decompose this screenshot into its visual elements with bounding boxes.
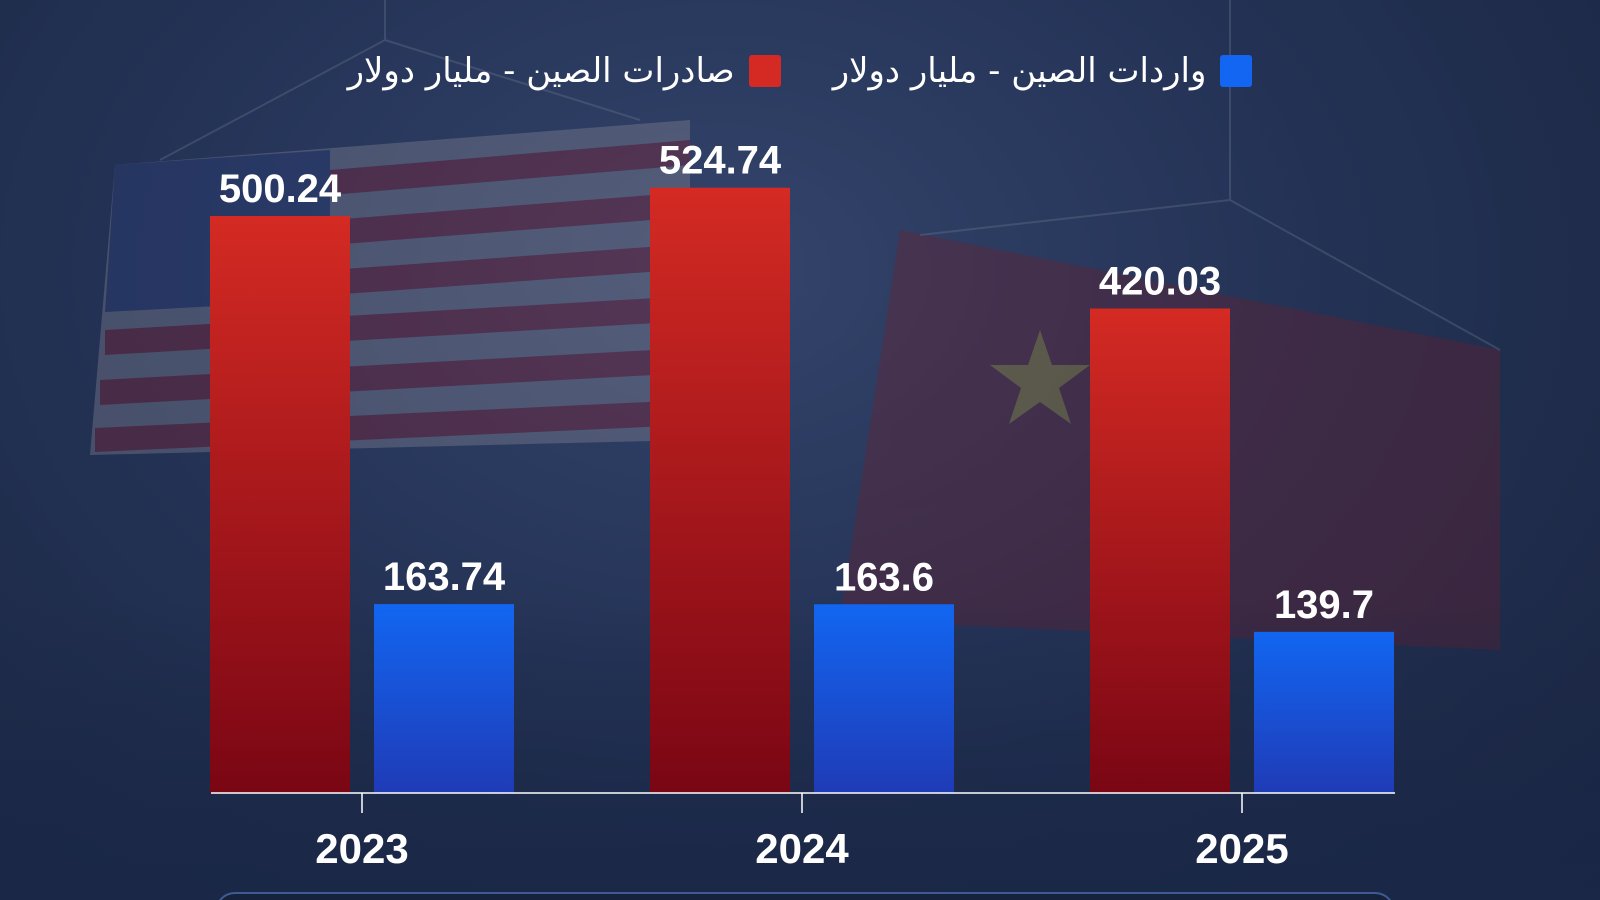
imports-bar-2025 [1254,631,1394,793]
bottom-bar-decoration [215,892,1395,900]
x-tick-label-2023: 2023 [315,825,408,872]
legend-swatch-exports [748,55,781,87]
legend-item-exports: صادرات الصين - مليار دولار [348,54,781,88]
crane-cables-icon [159,0,1501,351]
imports-bar-2023 [374,604,514,793]
legend-swatch-imports [1220,55,1253,87]
exports-bar-2024 [650,187,790,793]
x-tick-label-2024: 2024 [755,825,849,872]
exports-value-label-2025: 420.03 [1099,259,1221,303]
imports-bar-2024 [814,604,954,793]
legend-label-imports: واردات الصين - مليار دولار [832,51,1207,91]
exports-bar-2023 [210,215,350,794]
exports-bar-2025 [1090,308,1230,793]
x-tick-label-2025: 2025 [1195,825,1288,872]
imports-value-label-2023: 163.74 [383,555,506,599]
chart-legend: واردات الصين - مليار دولار صادرات الصين … [0,46,1600,96]
imports-value-label-2025: 139.7 [1274,583,1374,627]
exports-value-label-2024: 524.74 [659,139,782,183]
legend-label-exports: صادرات الصين - مليار دولار [347,51,735,91]
exports-value-label-2023: 500.24 [219,167,342,211]
legend-item-imports: واردات الصين - مليار دولار [833,54,1253,88]
imports-value-label-2024: 163.6 [834,555,934,599]
